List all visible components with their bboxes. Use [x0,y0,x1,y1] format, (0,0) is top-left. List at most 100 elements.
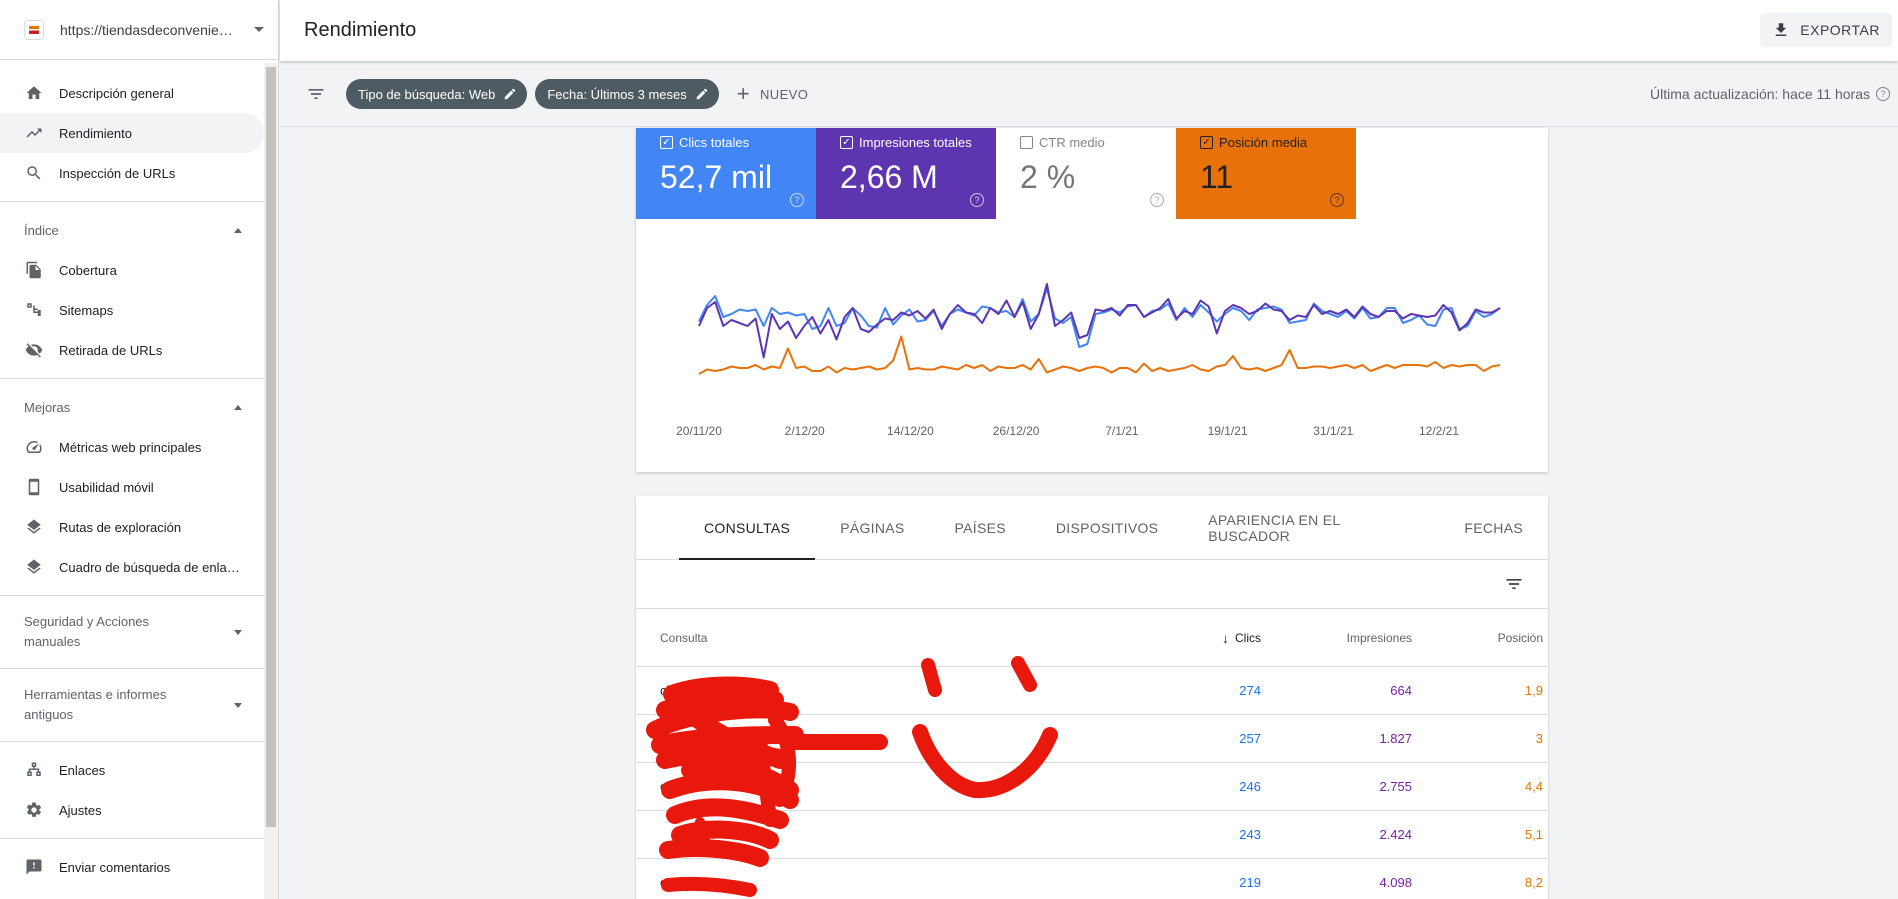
search-type-filter-chip[interactable]: Tipo de búsqueda: Web [346,79,528,109]
sidebar-item-label: Ajustes [59,802,102,818]
cell-clicks: 246 [1239,779,1261,794]
section-index-toggle[interactable]: Índice [0,210,264,250]
column-header-clicks[interactable]: ↓ Clics [1148,630,1261,646]
x-tick-label: 14/12/20 [887,424,934,438]
performance-line-chart[interactable]: 20/11/20 2/12/20 14/12/20 26/12/20 7/1/21 19/… [636,219,1548,472]
metric-label: CTR medio [1039,135,1105,150]
table-header: Consulta ↓ Clics Impresiones Posición [636,609,1548,667]
table-row[interactable]: oxxo 219 4.098 8,2 [636,859,1548,899]
gear-icon [24,800,44,820]
sidebar-item-url-inspection[interactable]: Inspección de URLs [0,153,264,193]
nav-menu: Descripción general Rendimiento Inspecci… [0,60,264,887]
table-row[interactable]: chiner 274 664 1,9 [636,667,1548,715]
trending-up-icon [24,123,44,143]
series-line-2 [698,335,1501,375]
tab-search-appearance[interactable]: APARIENCIA EN EL BUSCADOR [1208,511,1340,544]
filter-bar: Tipo de búsqueda: Web Fecha: Últimos 3 m… [280,62,1898,127]
sidebar-item-label: Enviar comentarios [59,859,171,875]
checkbox-unchecked-icon[interactable] [1020,136,1033,149]
section-enhancements-toggle[interactable]: Mejoras [0,387,264,427]
last-update-text: Última actualización: hace 11 horas [1650,86,1870,102]
metric-average-ctr[interactable]: CTR medio 2 % ? [996,128,1176,219]
new-filter-button[interactable]: + NUEVO [737,83,808,105]
cell-position: 4,4 [1524,779,1543,794]
sidebar-item-core-web-vitals[interactable]: Métricas web principales [0,427,264,467]
search-icon [24,163,44,183]
scrollbar-thumb[interactable] [266,67,276,827]
filter-list-icon[interactable] [1504,574,1524,594]
checkbox-checked-icon[interactable]: ✓ [1200,136,1213,149]
sidebar-scrollbar[interactable] [264,63,278,899]
column-header-query[interactable]: Consulta [660,630,708,645]
checkbox-checked-icon[interactable]: ✓ [660,136,673,149]
checkbox-checked-icon[interactable]: ✓ [840,136,853,149]
sidebar-item-coverage[interactable]: Cobertura [0,250,264,290]
metric-average-position[interactable]: ✓ Posición media 11 ? [1176,128,1356,219]
feedback-icon [24,857,44,877]
divider [0,201,264,202]
divider [0,838,264,839]
column-header-impressions[interactable]: Impresiones [1346,630,1412,645]
sidebar-item-feedback[interactable]: Enviar comentarios [0,847,264,887]
help-icon[interactable]: ? [1330,193,1344,207]
metric-tiles: ✓ Clics totales 52,7 mil ? ✓ Impresiones t… [636,128,1548,219]
sidebar-item-performance[interactable]: Rendimiento [0,113,264,153]
cell-clicks: 274 [1239,683,1261,698]
metric-total-impressions[interactable]: ✓ Impresiones totales 2,66 M ? [816,128,996,219]
tab-devices[interactable]: DISPOSITIVOS [1055,519,1159,536]
table-row[interactable]: tiendas oxxo cerca 257 1.827 3 [636,715,1548,763]
section-label: Índice [24,222,59,238]
help-icon[interactable]: ? [790,193,804,207]
tab-dates[interactable]: FECHAS [1464,519,1523,536]
sidebar-item-settings[interactable]: Ajustes [0,790,264,830]
filter-list-icon[interactable] [304,82,328,106]
date-filter-chip[interactable]: Fecha: Últimos 3 meses [535,79,719,109]
metric-label: Impresiones totales [859,135,972,150]
divider [0,595,264,596]
section-security-toggle[interactable]: Seguridad y Acciones manuales [0,604,264,660]
metric-total-clicks[interactable]: ✓ Clics totales 52,7 mil ? [636,128,816,219]
series-line-1 [698,283,1501,359]
chevron-down-icon[interactable] [254,27,264,32]
chip-label: Tipo de búsqueda: Web [358,86,496,102]
section-legacy-tools-toggle[interactable]: Herramientas e informes antiguos [0,677,264,733]
sidebar-item-sitelinks-searchbox[interactable]: Cuadro de búsqueda de enlaces de sitio [0,547,264,587]
sidebar-item-links[interactable]: Enlaces [0,750,264,790]
sidebar-item-mobile-usability[interactable]: Usabilidad móvil [0,467,264,507]
sidebar-item-breadcrumbs[interactable]: Rutas de exploración [0,507,264,547]
sidebar-item-overview[interactable]: Descripción general [0,73,264,113]
divider [0,378,264,379]
page-title: Rendimiento [304,19,417,41]
dimension-tabs: CONSULTAS PÁGINAS PAÍSES DISPOSITIVOS AP… [636,496,1548,560]
sidebar-item-sitemaps[interactable]: Sitemaps [0,290,264,330]
series-line-0 [698,287,1501,348]
sidebar-item-removals[interactable]: Retirada de URLs [0,330,264,370]
tab-countries[interactable]: PAÍSES [954,519,1006,536]
metric-value: 2 % [1020,159,1076,195]
help-icon[interactable]: ? [1876,87,1890,101]
x-tick-label: 26/12/20 [993,424,1040,438]
tab-queries[interactable]: CONSULTAS [679,496,816,560]
tab-pages[interactable]: PÁGINAS [840,519,905,536]
chevron-up-icon [234,404,242,410]
table-row[interactable]: oxxo 246 2.755 4,4 [636,763,1548,811]
help-icon[interactable]: ? [1150,193,1164,207]
sitemap-icon [24,300,44,320]
sidebar-item-label: Métricas web principales [59,439,202,455]
table-row[interactable]: 243 2.424 5,1 [636,811,1548,859]
property-selector[interactable]: https://tiendasdeconveniencia.com [0,0,278,60]
divider [0,668,264,669]
metric-value: 2,66 M [840,159,938,195]
sidebar-item-label: Rendimiento [59,125,132,141]
column-header-position[interactable]: Posición [1497,630,1543,645]
cell-position: 8,2 [1524,875,1543,890]
x-tick-label: 31/1/21 [1313,424,1353,438]
metric-label: Posición media [1219,135,1308,150]
metric-value: 52,7 mil [660,159,773,195]
help-icon[interactable]: ? [970,193,984,207]
cell-position: 3 [1535,731,1543,746]
export-button[interactable]: EXPORTAR [1760,13,1892,47]
cell-impressions: 2.755 [1379,779,1412,794]
speed-gauge-icon [24,437,44,457]
chevron-up-icon [234,227,242,233]
